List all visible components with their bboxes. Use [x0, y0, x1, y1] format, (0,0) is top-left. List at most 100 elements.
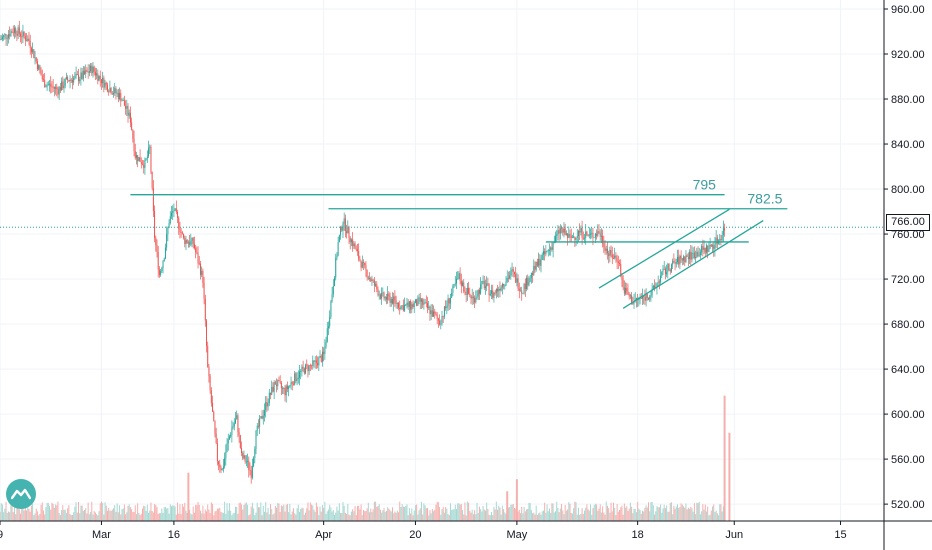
- candle-body: [155, 237, 157, 246]
- candle-body: [150, 146, 152, 172]
- volume-bar: [457, 503, 459, 521]
- candle-body: [314, 360, 316, 362]
- volume-bar: [610, 502, 612, 521]
- volume-bar: [521, 506, 523, 521]
- candle-body: [614, 255, 616, 259]
- volume-bar: [239, 502, 241, 521]
- candle-body: [484, 286, 486, 289]
- candle-body: [347, 227, 349, 234]
- drawn-levels[interactable]: 795 782.5: [0, 177, 884, 309]
- volume-bar: [395, 512, 397, 521]
- volume-bar: [199, 510, 201, 521]
- volume-bar: [156, 507, 158, 521]
- volume-bar: [582, 513, 584, 521]
- price-axis[interactable]: 960.00 920.00 880.00 840.00 800.00 760.00 720.…: [883, 0, 925, 550]
- volume-bar: [484, 510, 486, 521]
- volume-bar: [545, 512, 547, 521]
- candle-body: [658, 281, 660, 283]
- volume-bar: [42, 510, 44, 521]
- candle-body: [63, 85, 65, 89]
- candle-body: [619, 263, 621, 264]
- volume-bar: [338, 503, 340, 521]
- volume-bar: [104, 502, 106, 521]
- volume-bar: [128, 504, 130, 521]
- candle-body: [535, 261, 537, 270]
- candle-body: [120, 92, 122, 101]
- candle-body: [129, 112, 131, 123]
- price-tick-label: 520.00: [891, 499, 925, 511]
- volume-bar: [191, 514, 193, 521]
- volume-bar: [500, 514, 502, 521]
- candle-body: [529, 277, 531, 282]
- time-tick-label: Mar: [92, 529, 111, 541]
- candle-body: [243, 455, 245, 459]
- candle-body: [648, 297, 650, 300]
- volume-bar: [41, 502, 43, 521]
- volume-bar: [512, 503, 514, 521]
- candle-body: [468, 287, 470, 294]
- candle-body: [323, 351, 325, 355]
- volume-bar: [371, 512, 373, 521]
- volume-bar: [522, 513, 524, 521]
- candle-body: [216, 443, 218, 462]
- volume-bar: [420, 501, 422, 521]
- candle-body: [110, 88, 112, 94]
- candle-body: [505, 281, 507, 286]
- candle-body: [327, 326, 329, 329]
- candle-body: [181, 232, 183, 234]
- volume-bar: [680, 503, 682, 521]
- volume-bar: [477, 512, 479, 521]
- candle-body: [224, 458, 226, 467]
- volume-bar: [672, 514, 674, 521]
- candle-body: [617, 261, 619, 264]
- candle-body: [228, 436, 230, 440]
- candle-body: [366, 269, 368, 278]
- volume-spike: [723, 395, 726, 521]
- volume-bar: [288, 512, 290, 521]
- volume-bar: [552, 503, 554, 521]
- candle-body: [540, 260, 542, 266]
- volume-bar: [279, 512, 281, 521]
- tradingview-logo-icon[interactable]: [6, 479, 36, 509]
- candle-body: [157, 252, 159, 270]
- candle-body: [363, 261, 365, 263]
- volume-bar: [331, 511, 333, 521]
- candle-body: [23, 31, 25, 37]
- volume-bar: [499, 507, 501, 521]
- time-axis[interactable]: 9 Mar 16 Apr 20 May 18 Jun 15: [0, 520, 932, 541]
- candle-body: [271, 386, 273, 395]
- volume-bar: [12, 512, 14, 521]
- candle-body: [390, 299, 392, 303]
- candle-body: [320, 355, 322, 362]
- volume-bar: [297, 504, 299, 521]
- candle-body: [406, 302, 408, 305]
- volume-bar: [3, 512, 5, 521]
- volume-bar: [703, 509, 705, 521]
- candle-body: [388, 293, 390, 297]
- volume-bar: [429, 510, 431, 521]
- candle-body: [597, 231, 599, 236]
- volume-bar: [57, 501, 59, 521]
- candle-body: [219, 464, 221, 468]
- candle-body: [710, 244, 712, 247]
- candle-body: [395, 299, 397, 304]
- candle-body: [588, 234, 590, 236]
- candle-body: [555, 235, 557, 243]
- volume-bar: [720, 504, 722, 521]
- candle-body: [109, 88, 111, 92]
- volume-bar: [640, 513, 642, 521]
- volume-bar: [686, 509, 688, 521]
- candle-body: [495, 288, 497, 294]
- volume-bar: [221, 512, 223, 521]
- volume-bar: [29, 511, 31, 521]
- volume-bar: [244, 503, 246, 521]
- candle-body: [558, 230, 560, 234]
- candle-body: [476, 296, 478, 298]
- candle-body: [259, 418, 261, 427]
- candle-body: [408, 301, 410, 307]
- volume-bar: [713, 504, 715, 521]
- candle-body: [225, 452, 227, 459]
- candle-body: [184, 237, 186, 244]
- volume-bar: [13, 506, 15, 521]
